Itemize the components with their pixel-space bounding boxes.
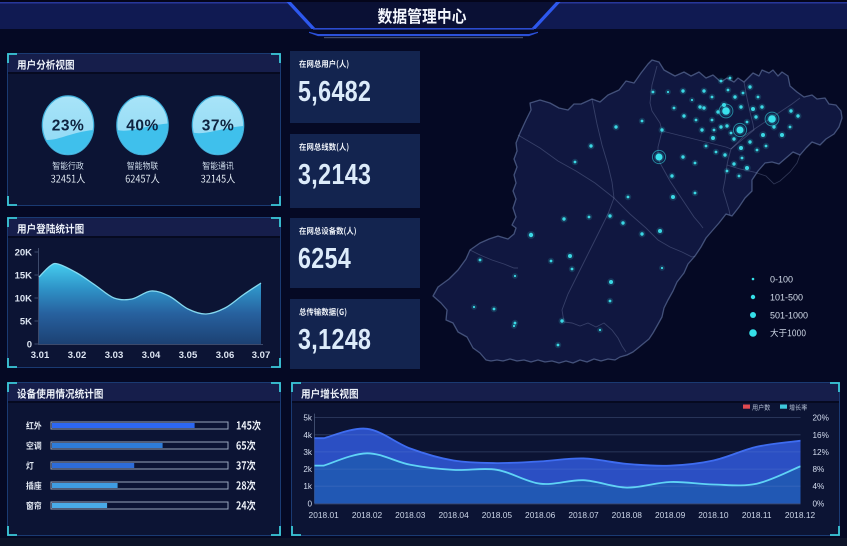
svg-text:101-500: 101-500	[770, 293, 803, 303]
svg-text:501-1000: 501-1000	[770, 311, 808, 321]
svg-text:3.01: 3.01	[31, 350, 50, 361]
svg-text:2018.07: 2018.07	[568, 510, 599, 520]
svg-text:2018.08: 2018.08	[612, 510, 643, 520]
svg-text:3.03: 3.03	[105, 350, 124, 361]
svg-text:2018.10: 2018.10	[698, 510, 729, 520]
svg-text:0-100: 0-100	[770, 275, 793, 285]
svg-text:0%: 0%	[813, 499, 825, 508]
svg-text:4%: 4%	[813, 482, 825, 491]
svg-text:2018.04: 2018.04	[438, 510, 469, 520]
svg-text:3.06: 3.06	[216, 350, 235, 361]
svg-text:23%: 23%	[52, 118, 85, 135]
svg-text:40%: 40%	[126, 118, 159, 135]
svg-text:12%: 12%	[813, 448, 829, 457]
svg-text:16%: 16%	[813, 431, 829, 440]
svg-text:37%: 37%	[202, 118, 235, 135]
svg-text:2018.06: 2018.06	[525, 510, 556, 520]
svg-text:10K: 10K	[15, 294, 33, 305]
svg-text:3,2143: 3,2143	[298, 157, 371, 190]
svg-text:20K: 20K	[15, 248, 33, 259]
svg-text:3.05: 3.05	[179, 350, 198, 361]
svg-text:2018.12: 2018.12	[785, 510, 816, 520]
svg-text:3.02: 3.02	[68, 350, 87, 361]
svg-text:3k: 3k	[303, 448, 313, 457]
svg-text:5K: 5K	[20, 317, 32, 328]
svg-text:2018.05: 2018.05	[482, 510, 513, 520]
svg-text:2018.11: 2018.11	[742, 510, 772, 520]
svg-text:2018.03: 2018.03	[395, 510, 426, 520]
svg-text:2k: 2k	[303, 465, 313, 474]
svg-text:8%: 8%	[813, 465, 825, 474]
svg-text:3,1248: 3,1248	[298, 322, 371, 355]
svg-text:2018.09: 2018.09	[655, 510, 686, 520]
svg-text:20%: 20%	[813, 414, 829, 423]
svg-text:4k: 4k	[303, 431, 313, 440]
svg-text:6254: 6254	[298, 241, 351, 274]
svg-text:1k: 1k	[303, 482, 313, 491]
svg-text:3.07: 3.07	[252, 350, 271, 361]
svg-text:0: 0	[307, 499, 312, 508]
svg-text:0: 0	[27, 340, 32, 351]
svg-text:3.04: 3.04	[142, 350, 161, 361]
svg-text:5,6482: 5,6482	[298, 74, 371, 107]
svg-text:2018.02: 2018.02	[352, 510, 383, 520]
svg-text:5k: 5k	[303, 414, 313, 423]
svg-text:15K: 15K	[15, 271, 33, 282]
svg-text:2018.01: 2018.01	[309, 510, 340, 520]
